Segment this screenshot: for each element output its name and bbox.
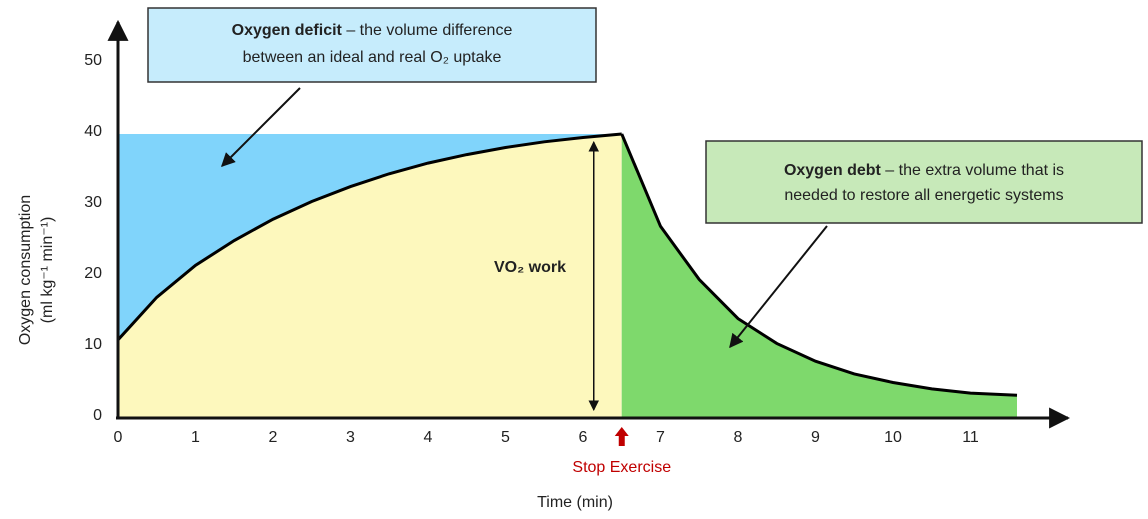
- x-tick-label: 0: [114, 429, 123, 446]
- area: [118, 134, 622, 418]
- deficit-bold: Oxygen deficit: [232, 22, 343, 39]
- deficit-line1: – the volume difference: [342, 22, 513, 39]
- debt-bold: Oxygen debt: [784, 162, 882, 179]
- stop-arrow: [614, 427, 629, 446]
- debt-line2: needed to restore all energetic systems: [784, 187, 1063, 204]
- y-axis-unit: (ml kg⁻¹ min⁻¹): [39, 217, 56, 324]
- deficit-box: [147, 7, 597, 83]
- stop-label: Stop Exercise: [572, 459, 671, 476]
- y-axis-label: Oxygen consumption: [17, 195, 34, 345]
- x-tick-label: 11: [962, 429, 979, 446]
- x-tick-label: 4: [424, 429, 433, 446]
- work-label: VO₂ work: [494, 259, 566, 276]
- deficit-arrow: [221, 87, 301, 167]
- x-tick-label: 6: [579, 429, 588, 446]
- x-tick-label: 1: [191, 429, 200, 446]
- debt-note: Oxygen debt – the extra volume that is: [784, 162, 1064, 179]
- curve: [620, 133, 1018, 397]
- y-tick-label: 10: [84, 336, 102, 353]
- x-tick-label: 5: [501, 429, 510, 446]
- x-tick-label: 7: [656, 429, 665, 446]
- y-tick-label: 20: [84, 265, 102, 282]
- deficit-line2: between an ideal and real O₂ uptake: [243, 49, 502, 66]
- x-tick-label: 3: [346, 429, 355, 446]
- debt-box: [705, 140, 1143, 224]
- y-tick-label: 50: [84, 52, 102, 69]
- debt-arrow: [729, 225, 828, 349]
- deficit-note: Oxygen deficit – the volume difference: [232, 22, 513, 39]
- debt-line1: – the extra volume that is: [881, 162, 1064, 179]
- x-tick-label: 2: [269, 429, 278, 446]
- x-tick-label: 9: [811, 429, 820, 446]
- curve: [116, 132, 622, 341]
- y-tick-label: 0: [93, 407, 102, 424]
- x-axis-label: Time (min): [537, 494, 613, 511]
- area: [621, 134, 1017, 418]
- x-tick-label: 8: [734, 429, 743, 446]
- y-tick-label: 40: [84, 123, 102, 140]
- y-tick-label: 30: [84, 194, 102, 211]
- x-tick-label: 10: [884, 429, 902, 446]
